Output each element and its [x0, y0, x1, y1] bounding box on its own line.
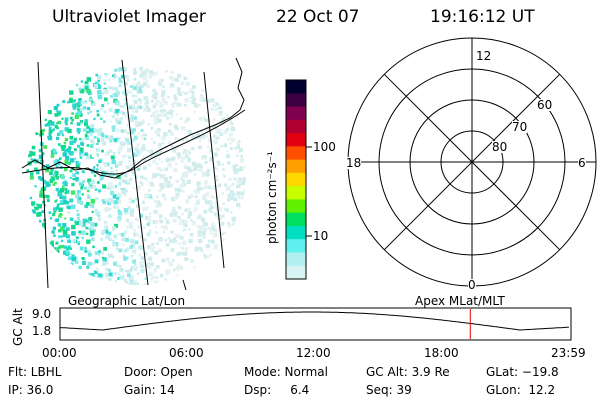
altitude-xtick: 06:00: [169, 346, 204, 360]
colorbar-cell: [286, 199, 306, 214]
status-filter: Flt: LBHL: [8, 365, 62, 379]
colorbar-tick-label: 10: [313, 229, 329, 243]
geo-panel-label: Geographic Lat/Lon: [68, 294, 186, 308]
status-glon: GLon: 12.2: [486, 383, 556, 397]
status-glat: GLat: −19.8: [486, 365, 559, 379]
apex-panel-label: Apex MLat/MLT: [415, 294, 505, 308]
altitude-curve: [59, 311, 569, 331]
status-seq: Seq: 39: [366, 383, 412, 397]
coastline-fragment: [182, 279, 187, 291]
colorbar-frame: [285, 79, 307, 280]
mlt-label-6: 6: [578, 156, 586, 170]
status-door: Door: Open: [124, 365, 193, 379]
mlat-label-80: 80: [492, 140, 508, 154]
colorbar-cell: [286, 159, 306, 174]
latitude-line: [21, 109, 246, 175]
colorbar-cell: [286, 146, 306, 161]
mlt-label-0: 0: [468, 278, 476, 292]
coastline: [21, 57, 245, 179]
polar-diagonal: [383, 73, 561, 251]
colorbar-tick-label: 100: [313, 140, 336, 154]
meridian-line: [37, 61, 49, 289]
colorbar-cell: [286, 212, 306, 227]
meridian-line: [203, 71, 225, 269]
colorbar-cell: [286, 225, 306, 240]
colorbar-cell: [286, 252, 306, 267]
colorbar-cell: [286, 80, 306, 94]
altitude-xtick: 12:00: [296, 346, 331, 360]
time-label: 19:16:12 UT: [430, 7, 535, 27]
altitude-ylabel: GC Alt: [11, 308, 25, 346]
mlat-label-60: 60: [537, 98, 553, 112]
colorbar-cell: [286, 93, 306, 108]
status-ip: IP: 36.0: [8, 383, 54, 397]
altitude-xtick: 00:00: [42, 346, 77, 360]
colorbar-cell: [286, 239, 306, 254]
mlat-label-70: 70: [512, 120, 528, 134]
colorbar-gradient: [286, 80, 306, 280]
altitude-xtick: 18:00: [424, 346, 459, 360]
mlt-label-12: 12: [476, 49, 492, 63]
colorbar-cell: [286, 119, 306, 134]
colorbar-cell: [286, 172, 306, 187]
altitude-ytick: 1.8: [32, 324, 52, 338]
altitude-plot-frame: [59, 307, 572, 341]
status-dsp: Dsp: 6.4: [244, 383, 310, 397]
altitude-xtick: 23:59: [551, 346, 586, 360]
status-mode: Mode: Normal: [244, 365, 328, 379]
status-gain: Gain: 14: [124, 383, 175, 397]
colorbar-cell: [286, 265, 306, 280]
meridian-line: [121, 59, 149, 286]
mlt-label-18: 18: [346, 156, 362, 170]
colorbar-cell: [286, 186, 306, 200]
date-label: 22 Oct 07: [276, 7, 360, 27]
instrument-title: Ultraviolet Imager: [52, 7, 206, 27]
colorbar-cell: [286, 106, 306, 121]
status-gc-alt: GC Alt: 3.9 Re: [366, 365, 450, 379]
colorbar-cell: [286, 133, 306, 147]
altitude-ytick: 9.0: [32, 307, 52, 321]
